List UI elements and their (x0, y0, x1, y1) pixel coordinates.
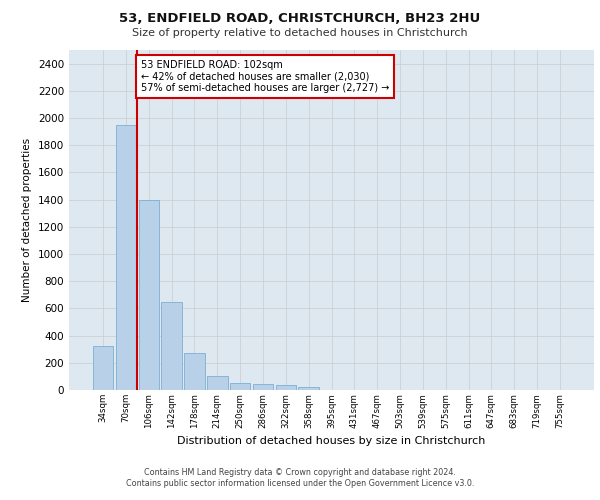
Text: Contains HM Land Registry data © Crown copyright and database right 2024.
Contai: Contains HM Land Registry data © Crown c… (126, 468, 474, 487)
Bar (139, 200, 159, 390)
Bar (298, 386, 319, 390)
Text: 53, ENDFIELD ROAD, CHRISTCHURCH, BH23 2HU: 53, ENDFIELD ROAD, CHRISTCHURCH, BH23 2H… (119, 12, 481, 26)
Bar (230, 383, 250, 390)
Bar (184, 352, 205, 390)
Bar (207, 376, 227, 390)
Text: 53 ENDFIELD ROAD: 102sqm
← 42% of detached houses are smaller (2,030)
57% of sem: 53 ENDFIELD ROAD: 102sqm ← 42% of detach… (141, 60, 389, 92)
Text: Size of property relative to detached houses in Christchurch: Size of property relative to detached ho… (132, 28, 468, 38)
Bar (116, 125, 136, 390)
Bar (275, 385, 296, 390)
X-axis label: Distribution of detached houses by size in Christchurch: Distribution of detached houses by size … (178, 436, 485, 446)
Bar (161, 302, 182, 390)
Y-axis label: Number of detached properties: Number of detached properties (22, 138, 32, 302)
Bar (253, 384, 273, 390)
Bar (93, 346, 113, 390)
